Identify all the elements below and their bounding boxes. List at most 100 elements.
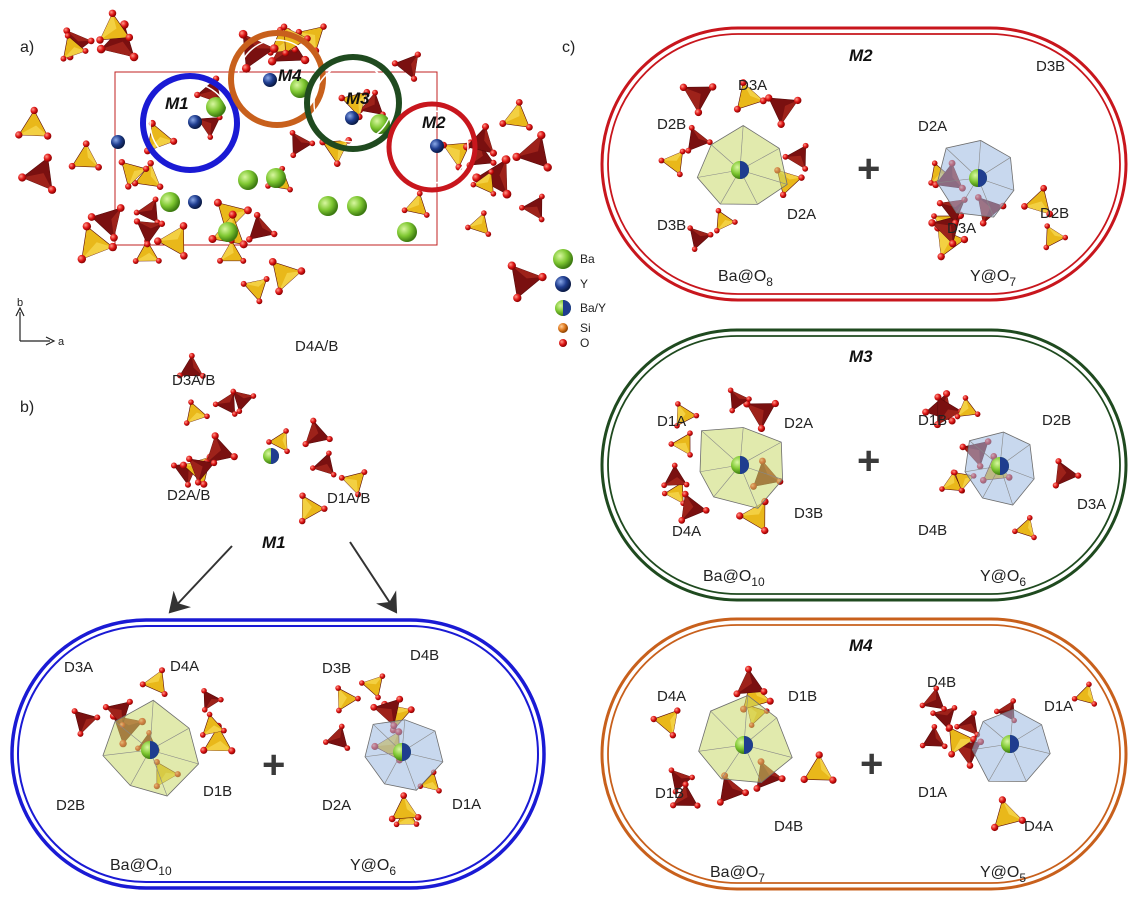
overview-ring-m3 — [304, 54, 402, 152]
m4-right-label-2: D1A — [1044, 698, 1073, 715]
oxygen-atom — [933, 685, 940, 692]
oxygen-atom — [414, 51, 421, 58]
oxygen-atom — [729, 407, 735, 414]
arrow-left — [168, 545, 233, 614]
oxygen-atom — [687, 225, 693, 231]
oxygen-atom — [125, 183, 132, 190]
oxygen-atom — [212, 401, 219, 408]
bay-atom — [141, 741, 159, 759]
m4-left-label-3: D1B — [655, 785, 684, 802]
silicate-tetrahedron — [922, 726, 946, 747]
oxygen-atom — [370, 703, 378, 711]
oxygen-atom — [375, 694, 381, 701]
oxygen-atom — [142, 165, 150, 172]
oxygen-atom — [798, 174, 805, 181]
oxygen-atom — [133, 209, 140, 216]
m1-left-label-2: D4A — [170, 658, 199, 675]
oxygen-atom — [960, 235, 969, 244]
overview-label-m4: M4 — [278, 66, 302, 85]
oxygen-atom — [753, 785, 761, 792]
axis-b-label: b — [17, 297, 23, 309]
oxygen-atom — [802, 142, 809, 149]
oxygen-atom — [513, 293, 522, 303]
oxygen-atom — [206, 711, 213, 718]
m1-right-label-3: D2A — [322, 797, 351, 814]
oxygen-atom — [1044, 223, 1050, 229]
oxygen-atom — [668, 767, 675, 773]
oxygen-atom — [333, 160, 341, 167]
overview-label-m2: M2 — [422, 113, 446, 132]
m2-left-label-1: D3A — [738, 77, 767, 94]
oxygen-atom — [270, 230, 278, 238]
panel-label-b: b) — [20, 399, 34, 416]
oxygen-atom — [18, 173, 27, 182]
oxygen-atom — [238, 29, 248, 39]
silicate-tetrahedron — [730, 389, 750, 412]
oxygen-atom — [289, 129, 296, 136]
oxygen-atom — [1091, 701, 1098, 707]
y-atom — [430, 139, 444, 153]
oxygen-atom — [102, 704, 110, 711]
oxygen-atom — [472, 173, 482, 183]
ba-atom — [218, 222, 238, 242]
oxygen-atom — [538, 193, 545, 200]
m1-right-label-1: D4B — [410, 647, 439, 664]
oxygen-atom — [230, 388, 237, 395]
oxygen-atom — [152, 196, 159, 203]
oxygen-atom — [715, 207, 722, 214]
oxygen-atom — [139, 681, 146, 688]
oxygen-atom — [326, 450, 332, 457]
oxygen-atom — [679, 83, 688, 92]
oxygen-atom — [1012, 528, 1018, 535]
m2-title: M2 — [849, 46, 873, 65]
oxygen-atom — [681, 490, 689, 498]
oxygen-atom — [108, 242, 117, 252]
oxygen-atom — [765, 94, 773, 102]
oxygen-atom — [363, 88, 371, 96]
oxygen-atom — [95, 163, 102, 171]
m3-right-label-2: D2B — [1042, 412, 1071, 429]
oxygen-atom — [802, 165, 809, 172]
oxygen-atom — [110, 233, 118, 242]
m3-left-label-2: D2A — [784, 415, 813, 432]
oxygen-atom — [465, 224, 471, 231]
oxygen-atom — [958, 487, 965, 494]
silicate-tetrahedron — [248, 214, 275, 240]
m1-ba-polyhedron — [71, 667, 236, 797]
arrow-right — [349, 541, 398, 614]
oxygen-atom — [231, 411, 238, 417]
oxygen-atom — [766, 697, 774, 705]
m1-detail-label-d3: D3A/B — [172, 372, 215, 389]
oxygen-atom — [931, 160, 938, 167]
oxygen-atom — [941, 743, 948, 750]
m2-right-label-4: D2B — [1040, 205, 1069, 222]
overview-label-m1: M1 — [165, 94, 189, 113]
oxygen-atom — [683, 481, 690, 488]
oxygen-atom — [290, 152, 297, 159]
oxygen-atom — [82, 222, 92, 231]
m4-ba-polyhedron — [650, 665, 837, 809]
oxygen-atom — [410, 75, 418, 82]
oxygen-atom — [194, 479, 202, 486]
oxygen-atom — [1010, 698, 1017, 704]
oxygen-atom — [742, 789, 749, 797]
m1-plus-sign: + — [262, 743, 285, 787]
oxygen-atom — [490, 159, 497, 166]
oxygen-atom — [702, 506, 710, 514]
oxygen-atom — [179, 461, 188, 469]
oxygen-atom — [707, 231, 714, 238]
oxygen-atom — [253, 211, 261, 219]
oxygen-atom — [359, 680, 365, 686]
oxygen-atom — [221, 727, 227, 734]
oxygen-atom — [1026, 515, 1033, 521]
oxygen-atom — [228, 210, 237, 219]
oxygen-atom — [739, 79, 747, 87]
oxygen-atom — [132, 258, 139, 264]
oxygen-atom — [946, 724, 953, 732]
oxygen-atom — [283, 428, 289, 434]
ba-atom — [347, 196, 367, 216]
oxygen-atom — [240, 280, 247, 287]
oxygen-atom — [650, 715, 657, 723]
m3-right-label-1: D1B — [918, 412, 947, 429]
oxygen-atom — [1071, 695, 1078, 702]
